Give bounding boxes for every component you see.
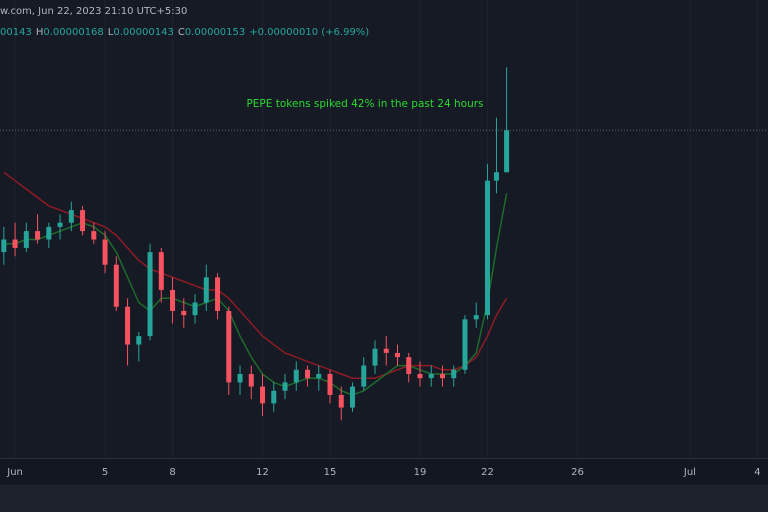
candle-body <box>372 348 378 366</box>
candle-body <box>383 348 389 353</box>
candle-body <box>361 365 367 387</box>
candle-body <box>57 222 63 227</box>
x-tick-label: 12 <box>256 467 269 478</box>
candle-body <box>226 310 232 383</box>
candle-body <box>473 315 479 320</box>
candle-body <box>215 277 221 311</box>
candle-body <box>248 373 254 387</box>
candle-body <box>327 373 333 395</box>
candle-body <box>80 210 86 232</box>
candle-body <box>102 239 108 265</box>
candle-body <box>417 373 423 379</box>
candle-body <box>147 252 153 337</box>
candle-body <box>282 382 288 391</box>
ohlc-label: H <box>35 27 44 38</box>
candle-body <box>305 369 311 379</box>
header-title: w.com, Jun 22, 2023 21:10 UTC+5:30 <box>0 6 188 17</box>
x-tick-label: 8 <box>169 467 175 478</box>
grid <box>0 0 768 458</box>
candle-body <box>158 252 164 290</box>
ohlc-value: 0.00000153 <box>184 27 246 38</box>
candle-body <box>462 319 468 370</box>
candle-body <box>136 336 142 345</box>
candle-body <box>170 289 176 311</box>
candle-body <box>91 231 97 240</box>
candle-body <box>192 302 198 316</box>
candle-body <box>35 231 41 240</box>
candle-body <box>260 386 266 404</box>
candle-body <box>338 394 344 408</box>
candle-body <box>293 369 299 383</box>
ohlc-value: +0.00000010 (+6.99%) <box>249 27 370 38</box>
candle-body <box>451 369 457 379</box>
candle-body <box>350 386 356 408</box>
annotation: PEPE tokens spiked 42% in the past 24 ho… <box>246 98 483 110</box>
candle-body <box>271 390 277 404</box>
candle-body <box>23 231 29 248</box>
candle-body <box>113 264 119 307</box>
moving-averages <box>3 171 508 396</box>
candle-body <box>394 352 400 358</box>
header: w.com, Jun 22, 2023 21:10 UTC+5:30 00143… <box>0 0 768 44</box>
x-tick-label: 5 <box>102 467 108 478</box>
candle-body <box>46 226 52 240</box>
x-tick-label: 26 <box>571 467 584 478</box>
candle-body <box>493 172 499 181</box>
x-tick-label: Jun <box>6 467 23 478</box>
candle-body <box>316 373 322 379</box>
candle-body <box>484 180 490 316</box>
candle-body <box>12 239 18 248</box>
ma-line <box>3 171 508 379</box>
x-tick-label: Jul <box>683 467 696 478</box>
candle-body <box>237 373 243 383</box>
candle-body <box>439 373 445 379</box>
candle-body <box>125 306 131 345</box>
ohlc-label: L <box>107 27 114 38</box>
x-tick-label: 22 <box>481 467 494 478</box>
ma-line <box>3 193 508 396</box>
candle-body <box>428 373 434 379</box>
ohlc-value: 00143 <box>0 27 32 38</box>
candle-body <box>203 277 209 303</box>
x-tick-label: 19 <box>414 467 427 478</box>
ohlc-label: C <box>177 27 185 38</box>
ohlc-value: 0.00000143 <box>113 27 174 38</box>
bottom-bar <box>0 485 768 512</box>
ohlc-line: 00143 H0.00000168 L0.00000143 C0.00000153 +0… <box>0 27 373 38</box>
candle-body <box>406 357 412 374</box>
x-tick-label: 4 <box>754 467 760 478</box>
candle-body <box>68 210 74 223</box>
candle-body <box>181 310 187 316</box>
candles <box>1 67 510 421</box>
time-axis <box>0 458 768 485</box>
candle-body <box>1 239 7 253</box>
ohlc-value: 0.00000168 <box>43 27 104 38</box>
x-tick-label: 15 <box>324 467 337 478</box>
candle-body <box>504 130 510 173</box>
